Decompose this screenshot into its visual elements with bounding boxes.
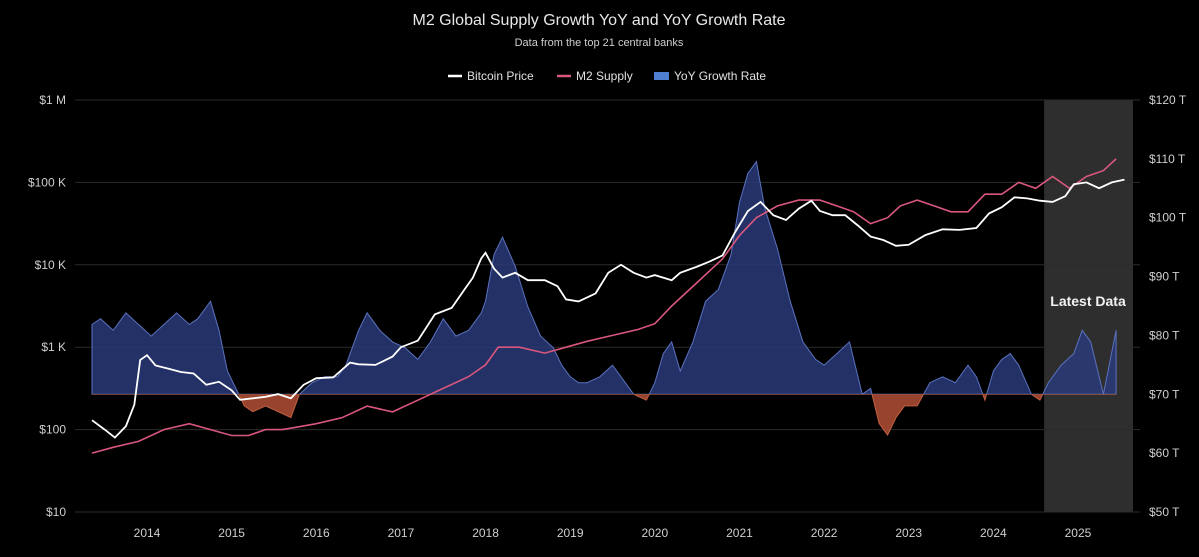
bitcoin-price-path	[91, 178, 1125, 439]
growth-negative-area	[91, 394, 1117, 436]
latest-data-region	[1044, 100, 1133, 512]
legend-item-m2[interactable]: M2 Supply	[557, 69, 633, 83]
y-right-tick-label: $100 T	[1149, 211, 1187, 225]
growth-positive-area	[91, 160, 1117, 395]
x-tick-label: 2015	[218, 526, 245, 540]
gridlines	[75, 99, 1140, 513]
x-tick-label: 2019	[557, 526, 584, 540]
chart-title: M2 Global Supply Growth YoY and YoY Grow…	[413, 12, 786, 29]
y-left-tick-label: $100 K	[28, 175, 66, 189]
x-tick-label: 2016	[303, 526, 330, 540]
x-tick-label: 2021	[726, 526, 753, 540]
legend-label-m2: M2 Supply	[576, 69, 633, 83]
y-left-tick-label: $10 K	[35, 258, 66, 272]
m2-supply-path	[91, 158, 1117, 454]
x-tick-label: 2017	[388, 526, 415, 540]
chart-subtitle: Data from the top 21 central banks	[515, 37, 684, 49]
bitcoin-price-line	[91, 178, 1125, 439]
y-left-tick-label: $100	[39, 423, 66, 437]
legend-label-bitcoin: Bitcoin Price	[467, 69, 534, 83]
legend-swatch-growth	[654, 72, 669, 80]
y-left-tick-label: $10	[46, 505, 66, 519]
x-tick-label: 2014	[134, 526, 161, 540]
y-right-tick-label: $70 T	[1149, 387, 1180, 401]
x-tick-label: 2025	[1065, 526, 1092, 540]
y-left-tick-label: $1 M	[39, 93, 66, 107]
x-tick-label: 2020	[641, 526, 668, 540]
legend: Bitcoin Price M2 Supply YoY Growth Rate	[448, 69, 766, 83]
legend-item-growth[interactable]: YoY Growth Rate	[654, 69, 766, 83]
x-tick-label: 2022	[811, 526, 838, 540]
y-right-tick-label: $110 T	[1149, 152, 1186, 166]
growth-rate-area	[91, 160, 1117, 436]
latest-data-shade	[1044, 100, 1133, 512]
y-right-tick-label: $60 T	[1149, 446, 1180, 460]
x-tick-label: 2024	[980, 526, 1007, 540]
annotation-latest-data: Latest Data	[1050, 293, 1126, 309]
m2-supply-line	[91, 158, 1117, 454]
y-right-tick-label: $90 T	[1149, 270, 1180, 284]
y-right-tick-label: $80 T	[1149, 328, 1180, 342]
legend-item-bitcoin[interactable]: Bitcoin Price	[448, 69, 534, 83]
y-right-tick-label: $120 T	[1149, 93, 1187, 107]
x-tick-label: 2023	[895, 526, 922, 540]
legend-label-growth: YoY Growth Rate	[674, 69, 766, 83]
y-left-tick-label: $1 K	[41, 340, 66, 354]
y-right-tick-label: $50 T	[1149, 505, 1180, 519]
x-tick-label: 2018	[472, 526, 499, 540]
axis-labels: $10 $100 $1 K $10 K $100 K $1 M $50 T $60 T $70 …	[28, 93, 1187, 540]
